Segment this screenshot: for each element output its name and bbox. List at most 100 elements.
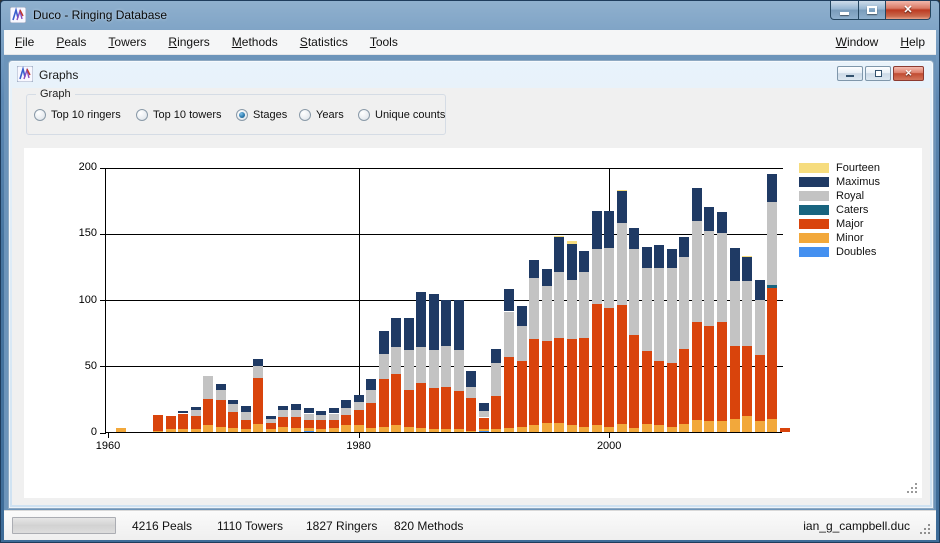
bar-1961-minor [115,428,126,432]
legend-item-minor: Minor [799,231,880,245]
bar-1972-maximus [253,359,264,366]
bar-1987-minor [441,429,452,432]
menu-item-tools[interactable]: Tools [369,35,398,49]
legend-item-royal: Royal [799,189,880,203]
bar-1997-fourteen [566,241,577,244]
menu-bar: File Peals Towers Ringers Methods Statistics T… [4,30,936,55]
bar-1979-major [341,414,352,426]
close-icon: ✕ [904,68,913,78]
bar-2012-major [754,355,765,422]
menu-item-help[interactable]: Help [900,35,925,49]
radio-years[interactable]: Years [299,109,344,121]
menu-item-file[interactable]: File [15,35,35,49]
minimize-button[interactable] [830,1,859,20]
status-panel-peals: 4216 Peals [132,519,193,533]
bar-1994-minor [529,425,539,432]
bar-1969-major [215,400,226,427]
bar-1975-major [290,417,301,428]
bar-1984-major [403,389,414,427]
close-icon: ✕ [903,3,913,16]
bar-1974-minor [278,426,289,432]
bar-1990-minor [478,429,489,431]
bar-1971-royal [240,412,251,421]
menu-item-statistics[interactable]: Statistics [299,35,348,49]
bar-2003-minor [641,424,652,432]
window-title: Duco - Ringing Database [33,8,168,22]
y-axis-label-100: 100 [78,293,97,306]
radio-icon [34,109,46,121]
bar-2006-minor [679,424,690,432]
legend-swatch-royal [799,191,829,201]
bar-2007-major [691,322,702,421]
radio-icon [299,109,311,121]
bar-2005-major [666,363,677,427]
bar-1975-royal [290,409,301,418]
bar-2001-royal [616,222,627,305]
bar-1986-major [428,388,439,430]
bar-2008-royal [704,230,715,326]
bar-1986-royal [428,349,439,389]
legend-label: Maximus [836,176,881,188]
menu-item-methods[interactable]: Methods [231,35,278,49]
graph-groupbox-label: Graph [36,88,75,100]
graphs-client-area: Graph Top 10 ringers Top 10 towers Stages Y… [12,88,930,505]
grip-dot [911,491,913,493]
radio-top-10-towers[interactable]: Top 10 towers [136,109,221,121]
bar-1966-maximus [178,410,189,414]
legend-label: Minor [836,232,864,244]
bar-1991-major [491,396,502,430]
bar-1976-doubles [303,430,314,432]
radio-stages[interactable]: Stages [236,109,287,121]
menu-item-ringers[interactable]: Ringers [168,35,210,49]
bar-2009-royal [717,233,727,322]
bar-1988-major [453,391,464,430]
x-axis-label-1980: 1980 [346,440,371,452]
bar-2007-minor [691,420,702,432]
bar-1985-major [416,383,427,428]
bar-1976-maximus [303,408,314,414]
bar-1992-royal [504,311,514,357]
graphs-restore-button[interactable] [865,66,891,81]
bar-1997-major [566,339,577,426]
legend-swatch-maximus [799,177,829,187]
chart-resize-grip[interactable] [905,481,919,495]
bar-2006-major [679,348,690,425]
bar-1982-royal [378,353,389,379]
bar-1975-minor [290,428,301,432]
radio-top-10-ringers[interactable]: Top 10 ringers [34,109,121,121]
bar-2012-minor [754,421,765,432]
bar-2001-minor [616,424,627,432]
bar-1972-royal [253,365,264,378]
bar-1968-minor [203,425,214,432]
bar-2000-royal [604,247,615,308]
bar-1990-major [478,417,489,430]
bar-1996-minor [554,422,565,432]
bar-2001-maximus [616,190,627,223]
legend-item-maximus: Maximus [799,175,880,189]
menu-item-towers[interactable]: Towers [108,35,147,49]
maximize-button[interactable] [858,1,886,20]
bar-1969-maximus [215,384,226,390]
bar-1999-royal [591,249,602,304]
bar-2011-royal [742,281,752,346]
radio-unique-counts[interactable]: Unique counts [358,109,445,121]
bar-2004-royal [654,267,665,361]
bar-1984-maximus [403,318,414,350]
bar-1994-maximus [529,259,539,279]
menu-item-peals[interactable]: Peals [56,35,87,49]
bar-1987-royal [441,345,452,387]
graphs-close-button[interactable]: ✕ [893,66,924,81]
legend-label: Royal [836,190,865,202]
close-button[interactable]: ✕ [885,1,931,20]
graphs-minimize-button[interactable] [837,66,863,81]
bar-1981-major [366,402,377,428]
statusbar-resize-grip[interactable] [919,523,932,536]
bar-1998-maximus [579,250,590,272]
bar-1990-royal [478,410,489,418]
bar-1989-royal [466,387,477,398]
bar-2002-royal [629,249,640,336]
menu-item-window[interactable]: Window [835,35,879,49]
bar-2010-maximus [729,247,740,281]
bar-1990-doubles [478,430,489,432]
